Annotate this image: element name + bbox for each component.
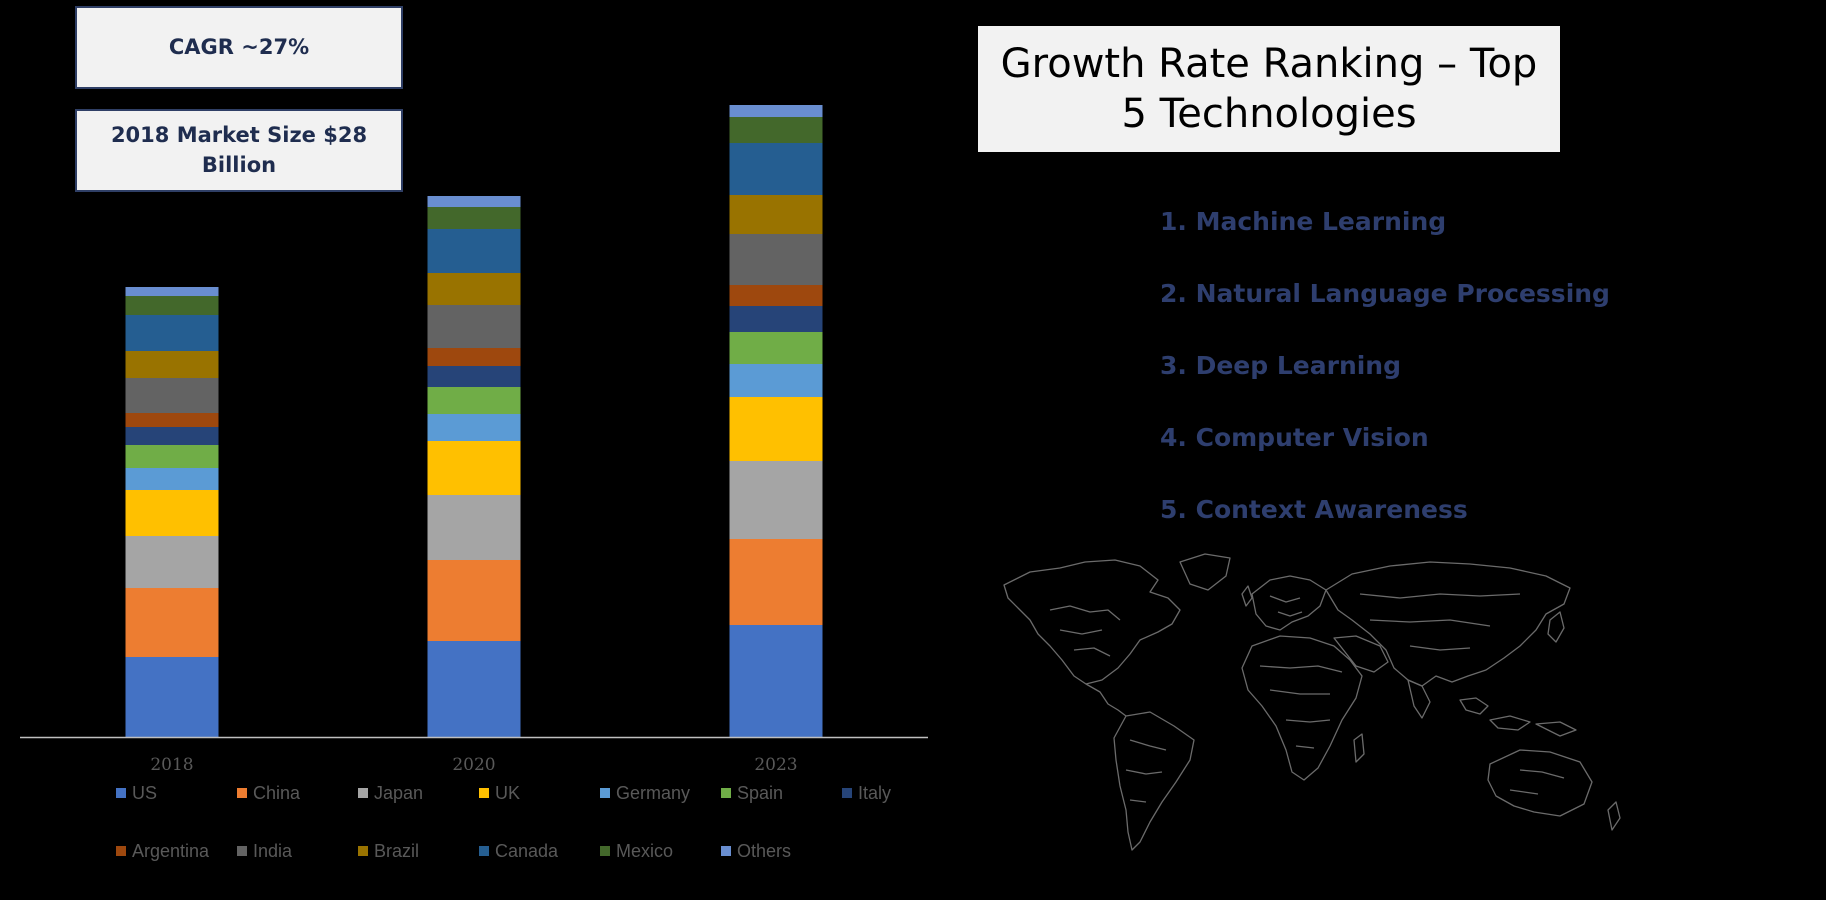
- bar-segment-others-2020: [427, 196, 521, 207]
- bar-segment-us-2020: [427, 641, 521, 737]
- legend-swatch: [721, 846, 731, 856]
- legend-label: Italy: [858, 783, 891, 803]
- bar-segment-uk-2018: [125, 490, 219, 536]
- bar-segment-brazil-2023: [729, 195, 823, 234]
- ranking-title-box: Growth Rate Ranking – Top 5 Technologies: [978, 26, 1560, 152]
- bar-segment-mexico-2020: [427, 207, 521, 229]
- legend-item-germany: Germany: [600, 783, 690, 803]
- ranking-item: 4. Computer Vision: [1160, 423, 1429, 452]
- legend-swatch: [479, 788, 489, 798]
- legend-label: Canada: [495, 841, 559, 861]
- world-map-icon: [1003, 553, 1621, 851]
- bar-segment-argentina-2018: [125, 413, 219, 427]
- legend-swatch: [600, 846, 610, 856]
- x-tick-label: 2023: [754, 755, 797, 775]
- bar-segment-us-2018: [125, 657, 219, 737]
- bar-segment-china-2020: [427, 560, 521, 641]
- bar-segment-canada-2020: [427, 229, 521, 273]
- legend-swatch: [237, 788, 247, 798]
- bar-segment-india-2023: [729, 234, 823, 285]
- legend-item-canada: Canada: [479, 841, 559, 861]
- legend-label: UK: [495, 783, 520, 803]
- ranking-item: 3. Deep Learning: [1160, 351, 1402, 380]
- bar-segment-argentina-2023: [729, 285, 823, 306]
- bar-segment-spain-2020: [427, 387, 521, 414]
- bar-segment-india-2020: [427, 305, 521, 348]
- stacked-bar-chart: 2018 2020 2023 US China Japan UK Germany Spain I…: [20, 105, 928, 861]
- chart-legend: US China Japan UK Germany Spain Italy Argentina…: [116, 783, 891, 861]
- legend-label: Others: [737, 841, 791, 861]
- bar-segment-germany-2018: [125, 468, 219, 490]
- bar-segment-canada-2018: [125, 315, 219, 351]
- bar-segment-italy-2020: [427, 366, 521, 387]
- legend-label: Brazil: [374, 841, 419, 861]
- legend-item-others: Others: [721, 841, 791, 861]
- bar-segment-brazil-2020: [427, 273, 521, 305]
- bar-segment-uk-2020: [427, 441, 521, 495]
- bar-segment-italy-2018: [125, 427, 219, 445]
- bar-segment-others-2023: [729, 105, 823, 117]
- market-size-box: 2018 Market Size $28 Billion: [75, 109, 403, 192]
- bar-segment-italy-2023: [729, 306, 823, 332]
- bar-segment-japan-2020: [427, 495, 521, 560]
- legend-item-argentina: Argentina: [116, 841, 210, 861]
- legend-label: Spain: [737, 783, 783, 803]
- bar-segment-spain-2018: [125, 445, 219, 468]
- legend-item-china: China: [237, 783, 301, 803]
- legend-label: India: [253, 841, 293, 861]
- bar-segment-others-2018: [125, 287, 219, 296]
- ranking-title: Growth Rate Ranking – Top 5 Technologies: [1000, 41, 1538, 137]
- legend-item-spain: Spain: [721, 783, 783, 803]
- legend-swatch: [842, 788, 852, 798]
- cagr-text: CAGR ~27%: [168, 34, 310, 59]
- bar-segment-canada-2023: [729, 143, 823, 195]
- legend-label: Japan: [374, 783, 423, 803]
- bar-segment-us-2023: [729, 625, 823, 737]
- bar-segment-germany-2020: [427, 414, 521, 441]
- bar-segment-spain-2023: [729, 332, 823, 364]
- legend-swatch: [116, 788, 126, 798]
- legend-swatch: [479, 846, 489, 856]
- legend-label: Mexico: [616, 841, 673, 861]
- legend-item-mexico: Mexico: [600, 841, 673, 861]
- x-tick-labels: 2018 2020 2023: [150, 755, 797, 775]
- legend-label: US: [132, 783, 157, 803]
- bar-segment-germany-2023: [729, 364, 823, 397]
- legend-item-italy: Italy: [842, 783, 891, 803]
- legend-item-us: US: [116, 783, 157, 803]
- legend-swatch: [237, 846, 247, 856]
- legend-item-india: India: [237, 841, 293, 861]
- market-size-text: 2018 Market Size $28 Billion: [110, 123, 368, 177]
- legend-label: Germany: [616, 783, 690, 803]
- legend-swatch: [358, 788, 368, 798]
- legend-swatch: [721, 788, 731, 798]
- x-tick-label: 2018: [150, 755, 193, 775]
- ranking-item: 1. Machine Learning: [1160, 207, 1447, 236]
- bar-segment-argentina-2020: [427, 348, 521, 366]
- legend-item-uk: UK: [479, 783, 520, 803]
- bar-segment-china-2018: [125, 588, 219, 657]
- bars-layer: [125, 105, 823, 737]
- legend-label: Argentina: [132, 841, 210, 861]
- bar-segment-mexico-2018: [125, 296, 219, 315]
- ranking-item: 2. Natural Language Processing: [1160, 279, 1610, 308]
- legend-label: China: [253, 783, 301, 803]
- legend-swatch: [600, 788, 610, 798]
- x-tick-label: 2020: [452, 755, 495, 775]
- bar-segment-uk-2023: [729, 397, 823, 461]
- legend-swatch: [116, 846, 126, 856]
- legend-item-brazil: Brazil: [358, 841, 419, 861]
- bar-segment-china-2023: [729, 539, 823, 625]
- bar-segment-japan-2018: [125, 536, 219, 588]
- bar-segment-india-2018: [125, 378, 219, 413]
- cagr-box: CAGR ~27%: [75, 6, 403, 89]
- bar-segment-brazil-2018: [125, 351, 219, 378]
- bar-segment-japan-2023: [729, 461, 823, 539]
- legend-item-japan: Japan: [358, 783, 423, 803]
- ranking-item: 5. Context Awareness: [1160, 495, 1468, 524]
- ranking-list: 1. Machine Learning 2. Natural Language …: [1160, 200, 1610, 560]
- legend-swatch: [358, 846, 368, 856]
- bar-segment-mexico-2023: [729, 117, 823, 143]
